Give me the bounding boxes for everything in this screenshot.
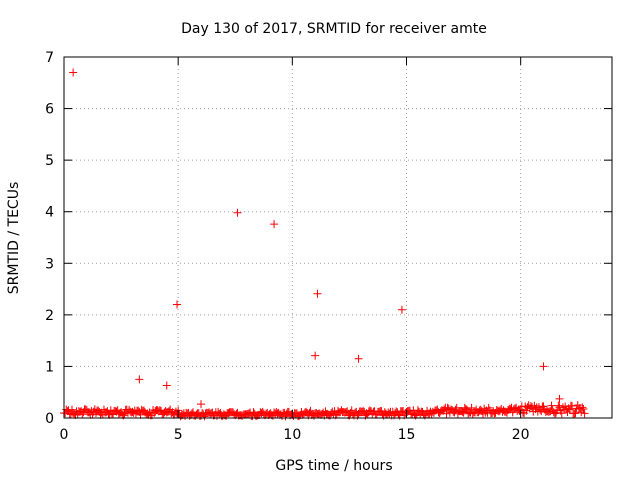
chart-title: Day 130 of 2017, SRMTID for receiver amt… bbox=[181, 21, 487, 37]
y-tick-label: 0 bbox=[45, 411, 54, 427]
data-point bbox=[468, 409, 477, 418]
y-tick-label: 5 bbox=[45, 153, 54, 169]
x-tick-label: 15 bbox=[398, 427, 416, 443]
data-point bbox=[137, 405, 146, 414]
x-tick-label: 5 bbox=[174, 427, 183, 443]
data-point-outlier bbox=[354, 354, 363, 363]
data-point-outlier bbox=[197, 400, 205, 409]
data-point-outlier bbox=[555, 394, 564, 403]
data-point bbox=[155, 406, 164, 415]
data-point bbox=[442, 409, 451, 418]
data-point bbox=[265, 410, 274, 419]
data-point bbox=[568, 401, 577, 410]
y-tick-label: 2 bbox=[45, 308, 54, 324]
data-point bbox=[192, 410, 201, 419]
data-point bbox=[94, 406, 103, 415]
data-point bbox=[120, 409, 129, 418]
data-point bbox=[230, 410, 239, 419]
data-point bbox=[549, 408, 558, 417]
data-points bbox=[60, 68, 589, 421]
data-point bbox=[461, 404, 470, 413]
data-point bbox=[440, 405, 449, 414]
data-point bbox=[413, 406, 422, 415]
data-point bbox=[554, 401, 563, 410]
data-point-outlier bbox=[173, 300, 182, 309]
data-point bbox=[82, 406, 91, 415]
data-point-outlier bbox=[162, 381, 171, 390]
data-point bbox=[337, 406, 346, 415]
data-point bbox=[443, 403, 452, 412]
y-tick-label: 1 bbox=[45, 359, 54, 375]
data-point-outlier bbox=[69, 68, 78, 77]
data-point-outlier bbox=[233, 208, 242, 217]
axis-ticks: 0 5 10 15 20 0 1 2 3 4 5 6 7 bbox=[45, 50, 612, 443]
y-tick-label: 7 bbox=[45, 50, 54, 66]
data-point bbox=[87, 407, 96, 416]
data-point bbox=[343, 407, 352, 416]
data-point-outlier bbox=[539, 362, 548, 371]
data-point bbox=[64, 406, 73, 415]
data-point bbox=[571, 409, 580, 418]
data-point bbox=[539, 402, 548, 411]
data-point-outlier bbox=[313, 289, 322, 298]
data-point-outlier bbox=[270, 220, 279, 229]
data-point bbox=[428, 407, 437, 416]
data-point bbox=[232, 409, 241, 418]
x-tick-label: 10 bbox=[283, 427, 301, 443]
plot-frame bbox=[63, 56, 613, 419]
data-point bbox=[579, 404, 588, 413]
x-axis-label: GPS time / hours bbox=[275, 458, 392, 474]
data-point bbox=[515, 406, 524, 415]
data-point bbox=[580, 409, 589, 418]
y-tick-label: 4 bbox=[45, 205, 54, 221]
y-axis-label: SRMTID / TECUs bbox=[6, 182, 22, 295]
data-point bbox=[524, 401, 533, 410]
data-point bbox=[547, 401, 556, 410]
data-point bbox=[476, 405, 485, 414]
data-point bbox=[67, 405, 76, 414]
data-point bbox=[78, 410, 87, 419]
grid bbox=[64, 57, 612, 418]
data-point bbox=[467, 403, 476, 412]
x-tick-label: 0 bbox=[60, 427, 69, 443]
data-point bbox=[578, 403, 587, 412]
data-point-outlier bbox=[397, 305, 406, 314]
y-tick-label: 6 bbox=[45, 102, 54, 118]
data-point bbox=[522, 406, 531, 415]
data-point-outlier bbox=[135, 375, 144, 384]
y-tick-label: 3 bbox=[45, 256, 54, 272]
data-point bbox=[546, 407, 555, 416]
data-point bbox=[276, 410, 285, 419]
data-point bbox=[199, 410, 208, 419]
x-tick-label: 20 bbox=[512, 427, 530, 443]
data-point-outlier bbox=[311, 351, 320, 360]
